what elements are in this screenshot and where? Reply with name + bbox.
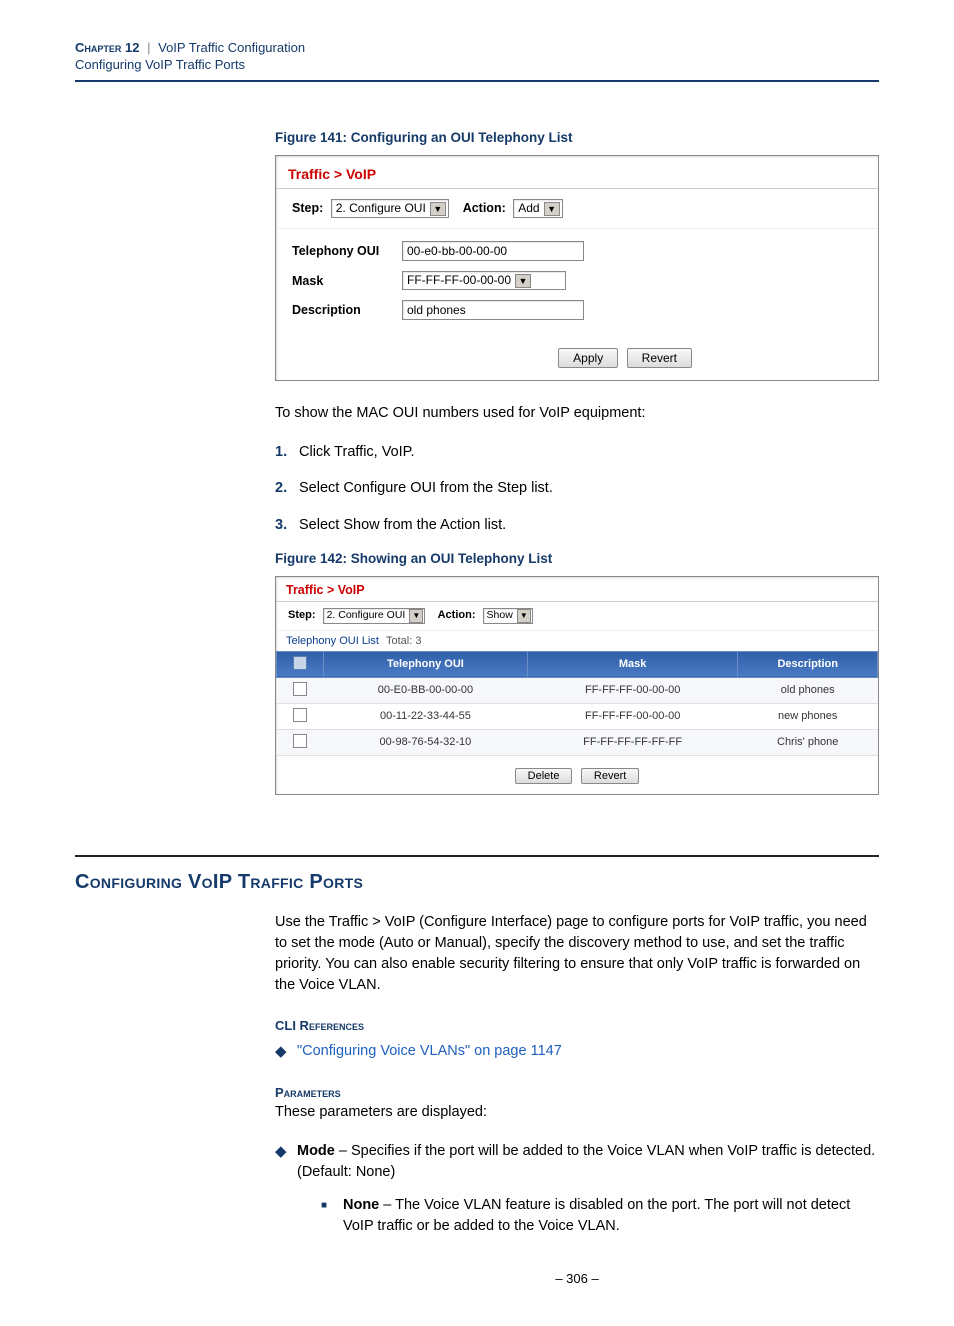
configure-oui-dialog: Traffic > VoIP Step: 2. Configure OUI▼ A…: [275, 155, 879, 381]
cell-mask: FF-FF-FF-00-00-00: [527, 677, 738, 703]
sub-parameter-item: ■ None – The Voice VLAN feature is disab…: [321, 1195, 879, 1237]
chevron-down-icon: ▼: [544, 202, 560, 216]
table-row: 00-E0-BB-00-00-00 FF-FF-FF-00-00-00 old …: [277, 677, 878, 703]
step-item: 3. Select Show from the Action list.: [275, 515, 879, 535]
chevron-down-icon: ▼: [409, 609, 423, 623]
telephony-oui-input[interactable]: 00-e0-bb-00-00-00: [402, 241, 584, 261]
mode-label: Mode: [297, 1143, 335, 1159]
none-label: None: [343, 1197, 379, 1213]
cell-oui: 00-98-76-54-32-10: [324, 729, 528, 755]
step-number: 2.: [275, 478, 299, 498]
page-number: – 306 –: [275, 1271, 879, 1286]
chevron-down-icon: ▼: [517, 609, 531, 623]
telephony-oui-label: Telephony OUI: [292, 244, 402, 258]
diamond-bullet-icon: ◆: [275, 1141, 297, 1245]
dialog-breadcrumb: Traffic > VoIP: [276, 577, 878, 602]
mode-text: – Specifies if the port will be added to…: [297, 1143, 875, 1180]
col-description: Description: [738, 651, 878, 677]
cli-references-heading: CLI References: [275, 1018, 879, 1033]
cell-desc: new phones: [738, 703, 878, 729]
square-bullet-icon: ■: [321, 1195, 343, 1237]
none-option: None – The Voice VLAN feature is disable…: [343, 1195, 879, 1237]
step-select[interactable]: 2. Configure OUI▼: [323, 608, 426, 624]
table-row: 00-11-22-33-44-55 FF-FF-FF-00-00-00 new …: [277, 703, 878, 729]
reference-item: ◆ "Configuring Voice VLANs" on page 1147: [275, 1041, 879, 1063]
section-title: Configuring VoIP Traffic Ports: [75, 871, 879, 894]
chapter-title: VoIP Traffic Configuration: [158, 40, 305, 55]
description-input[interactable]: old phones: [402, 300, 584, 320]
cell-oui: 00-11-22-33-44-55: [324, 703, 528, 729]
cell-mask: FF-FF-FF-FF-FF-FF: [527, 729, 738, 755]
action-label: Action:: [438, 609, 476, 621]
col-mask: Mask: [527, 651, 738, 677]
row-checkbox[interactable]: [293, 682, 307, 696]
step-item: 2. Select Configure OUI from the Step li…: [275, 478, 879, 498]
step-number: 3.: [275, 515, 299, 535]
mask-label: Mask: [292, 274, 402, 288]
action-label: Action:: [463, 201, 506, 215]
oui-table: Telephony OUI Mask Description 00-E0-BB-…: [276, 651, 878, 756]
revert-button[interactable]: Revert: [581, 768, 639, 784]
section-divider: [75, 855, 879, 857]
step-number: 1.: [275, 442, 299, 462]
show-oui-dialog: Traffic > VoIP Step: 2. Configure OUI▼ A…: [275, 576, 879, 795]
dialog-breadcrumb: Traffic > VoIP: [276, 156, 878, 189]
list-total: Total: 3: [386, 635, 421, 647]
section-intro: Use the Traffic > VoIP (Configure Interf…: [275, 912, 879, 996]
list-title: Telephony OUI List: [286, 635, 379, 647]
chevron-down-icon: ▼: [430, 202, 446, 216]
cell-mask: FF-FF-FF-00-00-00: [527, 703, 738, 729]
description-label: Description: [292, 303, 402, 317]
select-all-checkbox[interactable]: [293, 656, 307, 670]
header-subtitle: Configuring VoIP Traffic Ports: [75, 57, 879, 72]
parameter-item: ◆ Mode – Specifies if the port will be a…: [275, 1141, 879, 1245]
figure-142-caption: Figure 142: Showing an OUI Telephony Lis…: [275, 551, 879, 566]
reference-link[interactable]: "Configuring Voice VLANs" on page 1147: [297, 1041, 562, 1063]
header-checkbox-col: [277, 651, 324, 677]
none-text: – The Voice VLAN feature is disabled on …: [343, 1197, 850, 1234]
delete-button[interactable]: Delete: [515, 768, 573, 784]
form-area: Telephony OUI 00-e0-bb-00-00-00 Mask FF-…: [276, 229, 878, 342]
instructions-intro: To show the MAC OUI numbers used for VoI…: [275, 403, 879, 424]
step-text: Click Traffic, VoIP.: [299, 442, 415, 462]
chapter-label: Chapter 12: [75, 40, 139, 55]
step-item: 1. Click Traffic, VoIP.: [275, 442, 879, 462]
revert-button[interactable]: Revert: [627, 348, 692, 368]
action-select[interactable]: Add▼: [513, 199, 562, 218]
step-select[interactable]: 2. Configure OUI▼: [331, 199, 449, 218]
mask-select[interactable]: FF-FF-FF-00-00-00▼: [402, 271, 566, 290]
action-select[interactable]: Show▼: [483, 608, 533, 624]
cell-oui: 00-E0-BB-00-00-00: [324, 677, 528, 703]
chevron-down-icon: ▼: [515, 274, 531, 288]
cell-desc: old phones: [738, 677, 878, 703]
chapter-line: Chapter 12 | VoIP Traffic Configuration: [75, 40, 879, 55]
list-header: Telephony OUI List Total: 3: [276, 631, 878, 651]
parameters-intro: These parameters are displayed:: [275, 1102, 879, 1123]
step-text: Select Configure OUI from the Step list.: [299, 478, 553, 498]
row-checkbox[interactable]: [293, 708, 307, 722]
parameters-heading: Parameters: [275, 1085, 879, 1100]
figure-141-caption: Figure 141: Configuring an OUI Telephony…: [275, 130, 879, 145]
step-action-row: Step: 2. Configure OUI▼ Action: Show▼: [276, 602, 878, 631]
table-row: 00-98-76-54-32-10 FF-FF-FF-FF-FF-FF Chri…: [277, 729, 878, 755]
row-checkbox[interactable]: [293, 734, 307, 748]
page-header: Chapter 12 | VoIP Traffic Configuration …: [75, 40, 879, 82]
step-action-row: Step: 2. Configure OUI▼ Action: Add▼: [276, 189, 878, 229]
step-text: Select Show from the Action list.: [299, 515, 506, 535]
separator: |: [143, 40, 154, 55]
col-telephony-oui: Telephony OUI: [324, 651, 528, 677]
diamond-bullet-icon: ◆: [275, 1041, 297, 1063]
step-label: Step:: [288, 609, 316, 621]
mode-parameter: Mode – Specifies if the port will be add…: [297, 1141, 879, 1245]
numbered-steps: 1. Click Traffic, VoIP. 2. Select Config…: [275, 442, 879, 535]
step-label: Step:: [292, 201, 323, 215]
apply-button[interactable]: Apply: [558, 348, 618, 368]
cell-desc: Chris' phone: [738, 729, 878, 755]
